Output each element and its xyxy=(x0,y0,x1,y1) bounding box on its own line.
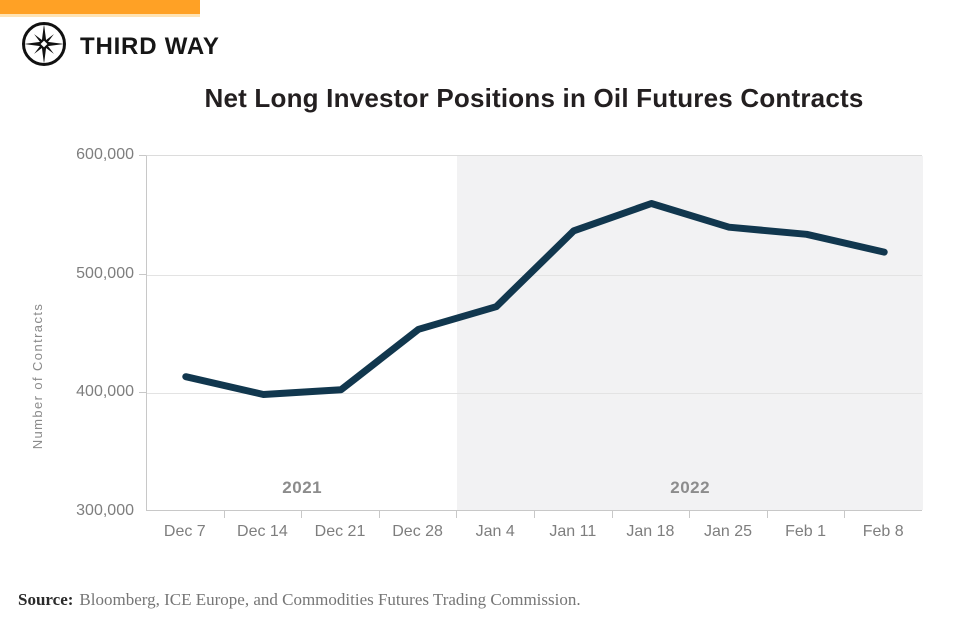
source-label: Source: xyxy=(18,590,74,609)
x-tick-mark xyxy=(456,511,458,518)
x-tick-mark xyxy=(611,511,613,518)
x-tick-label: Dec 21 xyxy=(314,523,366,540)
chart-title: Net Long Investor Positions in Oil Futur… xyxy=(204,83,864,113)
x-tick-mark xyxy=(378,511,380,518)
source-note: Source: Bloomberg, ICE Europe, and Commod… xyxy=(18,590,581,610)
gridline-500,000 xyxy=(147,274,922,276)
year-label-2022: 2022 xyxy=(670,478,711,497)
x-tick-label: Dec 14 xyxy=(237,523,288,540)
x-tick-label: Dec 7 xyxy=(163,523,206,540)
y-tick-label: 500,000 xyxy=(76,264,134,282)
x-tick-label: Jan 18 xyxy=(626,523,675,540)
chart-plot-area: 2021 2022 xyxy=(146,155,923,511)
x-tick-mark xyxy=(689,511,691,518)
y-tick-label: 300,000 xyxy=(76,502,134,519)
brand-accent-bar xyxy=(0,0,200,14)
x-tick-mark xyxy=(301,511,303,518)
y-tick-mark xyxy=(139,155,146,156)
gridline-400,000 xyxy=(147,393,922,395)
compass-star-icon xyxy=(20,20,68,73)
x-tick-label: Feb 1 xyxy=(785,523,827,540)
x-tick-mark xyxy=(766,511,768,518)
x-tick-label: Feb 8 xyxy=(862,523,904,540)
x-tick-label: Jan 4 xyxy=(475,523,515,540)
year-label-2021: 2021 xyxy=(282,478,323,497)
brand-logo: THIRD WAY xyxy=(20,20,220,73)
x-tick-label: Jan 25 xyxy=(703,523,753,540)
y-tick-mark xyxy=(139,392,146,394)
x-tick-mark xyxy=(223,511,225,518)
brand-accent-bar-edge xyxy=(0,14,200,17)
x-tick-mark xyxy=(534,511,535,518)
brand-name: THIRD WAY xyxy=(80,32,220,60)
x-tick-mark xyxy=(844,511,846,518)
source-text: Bloomberg, ICE Europe, and Commodities F… xyxy=(79,590,581,609)
y-tick-mark xyxy=(139,273,146,275)
line-series xyxy=(182,200,888,398)
net-long-positions-line xyxy=(182,200,888,398)
x-tick-label: Jan 11 xyxy=(549,523,597,540)
y-tick-label: 600,000 xyxy=(76,146,134,163)
y-tick-label: 400,000 xyxy=(76,383,134,401)
x-tick-label: Dec 28 xyxy=(392,523,443,540)
